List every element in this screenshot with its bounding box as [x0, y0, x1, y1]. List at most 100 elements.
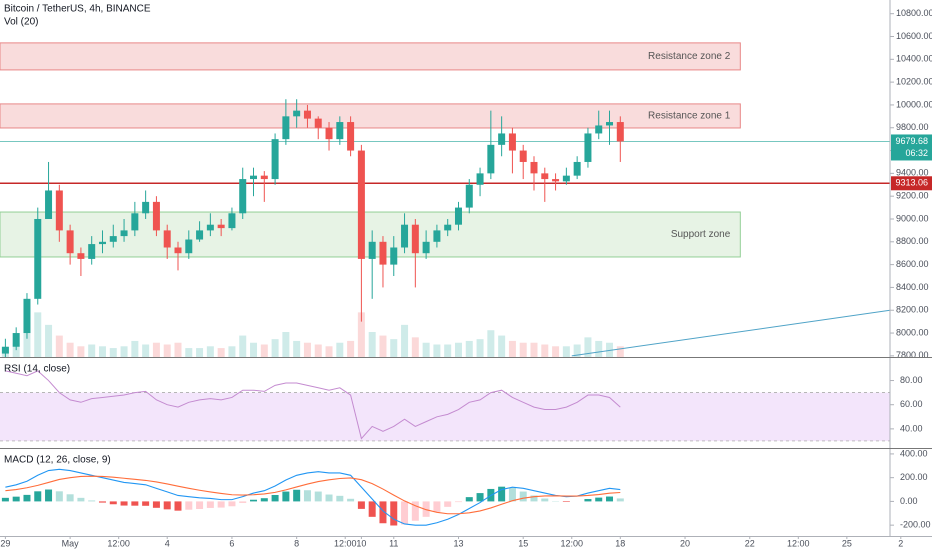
macd-histogram-bar	[23, 494, 31, 502]
volume-bar	[260, 344, 268, 357]
candle-body	[476, 173, 484, 185]
candle-body	[142, 201, 150, 214]
zone-label: Resistance zone 1	[648, 111, 731, 122]
volume-bar	[98, 346, 106, 357]
x-tick-label: 2	[898, 538, 903, 548]
x-tick-label: 25	[842, 538, 852, 548]
zone	[0, 103, 741, 129]
volume-bar	[454, 342, 462, 357]
volume-bar	[562, 346, 570, 357]
macd-histogram-bar	[336, 495, 344, 502]
volume-bar	[411, 337, 419, 357]
candle-body	[185, 239, 193, 254]
macd-histogram-bar	[347, 498, 355, 502]
macd-histogram-bar	[163, 501, 171, 510]
macd-histogram-bar	[422, 501, 430, 517]
y-tick-label: 9000.00	[896, 213, 929, 223]
candle-body	[293, 110, 301, 117]
candle-body	[77, 253, 85, 259]
macd-histogram-bar	[131, 501, 139, 506]
macd-histogram-bar	[584, 499, 592, 502]
macd-histogram-bar	[250, 499, 258, 502]
rsi-line	[5, 370, 621, 440]
candle-body	[217, 224, 225, 229]
y-tick-label: 8800.00	[896, 236, 929, 246]
macd-histogram-bar	[476, 493, 484, 502]
countdown-label: 06:32	[905, 148, 928, 158]
y-tick-label: 9200.00	[896, 191, 929, 201]
y-tick-label: 8600.00	[896, 259, 929, 269]
candle-body	[433, 230, 441, 242]
candle-body	[228, 213, 236, 229]
candle-body	[541, 173, 549, 180]
y-tick-label: 200.00	[900, 472, 928, 482]
candle-body	[562, 175, 570, 182]
y-tick-label: 7800.00	[896, 350, 929, 360]
y-tick-label: 80.00	[900, 375, 923, 385]
candle-body	[401, 224, 409, 248]
macd-histogram-bar	[12, 496, 20, 502]
volume-bar	[55, 335, 63, 357]
volume-bar	[325, 346, 333, 357]
last-price-box	[891, 134, 932, 161]
volume-bar	[174, 342, 182, 357]
macd-histogram-bar	[239, 501, 247, 503]
macd-histogram-bar	[411, 501, 419, 521]
volume-label: Vol (20)	[4, 17, 38, 28]
candle-body	[422, 241, 430, 254]
candle-body	[498, 133, 506, 145]
volume-bar	[77, 346, 85, 357]
volume-bar	[228, 346, 236, 357]
candle-body	[347, 122, 355, 151]
candle-body	[282, 116, 290, 140]
y-tick-label: 0.00	[900, 496, 918, 506]
x-tick-label: 12:00	[334, 538, 357, 548]
candle-body	[55, 190, 63, 231]
candle-body	[444, 224, 452, 231]
macd-histogram-bar	[390, 501, 398, 526]
macd-histogram-bar	[88, 500, 96, 502]
candle-body	[584, 133, 592, 162]
volume-bar	[347, 340, 355, 357]
y-tick-label: 10800.00	[896, 8, 932, 18]
x-tick-label: 4	[165, 538, 170, 548]
volume-bar	[368, 332, 376, 357]
macd-histogram-bar	[530, 495, 538, 502]
candle-body	[487, 144, 495, 174]
candle-body	[45, 190, 53, 219]
candle-body	[271, 139, 279, 180]
y-tick-label: 9800.00	[896, 122, 929, 132]
candle-body	[206, 224, 214, 231]
volume-bar	[303, 342, 311, 357]
volume-bar	[88, 344, 96, 357]
candle-body	[508, 133, 516, 151]
y-tick-label: 40.00	[900, 423, 923, 433]
macd-histogram-bar	[401, 501, 409, 525]
macd-title: MACD (12, 26, close, 9)	[4, 455, 111, 466]
candle-body	[552, 179, 560, 182]
macd-histogram-bar	[217, 501, 225, 508]
volume-bar	[34, 312, 42, 357]
candle-body	[66, 230, 74, 254]
x-tick-label: 12:00	[787, 538, 810, 548]
macd-histogram-bar	[595, 497, 603, 502]
x-tick-label: 20	[680, 538, 690, 548]
macd-histogram-bar	[498, 486, 506, 502]
volume-bar	[476, 339, 484, 357]
macd-histogram-bar	[368, 501, 376, 517]
volume-bar	[45, 324, 53, 357]
candle-body	[88, 244, 96, 259]
macd-histogram-bar	[98, 501, 106, 503]
candle-body	[314, 118, 322, 128]
macd-histogram-bar	[379, 501, 387, 524]
macd-line	[5, 468, 621, 526]
macd-histogram-bar	[77, 497, 85, 502]
candle-body	[152, 201, 160, 231]
volume-bar	[293, 340, 301, 357]
volume-bar	[185, 348, 193, 357]
macd-histogram-bar	[314, 491, 322, 502]
x-tick-label: 18	[615, 538, 625, 548]
volume-bar	[66, 342, 74, 357]
